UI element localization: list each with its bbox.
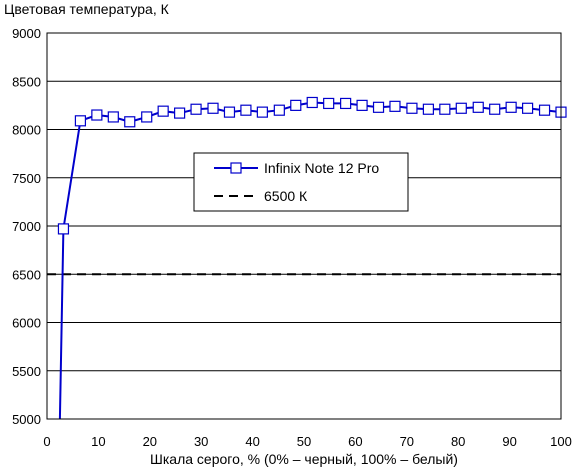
data-point-18	[340, 97, 352, 110]
data-point-19	[356, 99, 368, 111]
y-axis-title: Цветовая температура, К	[4, 1, 170, 17]
y-tick-label-5500: 5500	[12, 364, 41, 379]
data-point-17	[323, 97, 335, 110]
data-point-24	[439, 103, 451, 115]
data-point-14	[273, 104, 285, 116]
legend-marker-infinix	[230, 162, 242, 174]
x-tick-label-80: 80	[451, 434, 465, 449]
x-tick-label-70: 70	[400, 434, 414, 449]
x-tick-label-50: 50	[297, 434, 311, 449]
legend-label-6500k: 6500 К	[264, 188, 308, 204]
x-tick-label-40: 40	[245, 434, 259, 449]
data-point-20	[372, 101, 385, 113]
legend: Infinix Note 12 Pro 6500 К	[193, 152, 409, 212]
x-tick-label-10: 10	[91, 434, 105, 449]
y-tick-label-5000: 5000	[12, 412, 41, 427]
x-tick-label-20: 20	[143, 434, 157, 449]
y-tick-labels: 5000 5500 6000 6500 7000 7500 8000 8500 9000	[12, 26, 41, 427]
data-point-11	[223, 106, 236, 118]
data-point-8	[174, 107, 186, 119]
x-tick-labels: 0 10 20 30 40 50 60 70 80 90 100	[43, 434, 571, 449]
legend-box	[193, 152, 409, 212]
data-point-22	[406, 102, 418, 114]
y-tick-label-6500: 6500	[12, 267, 41, 282]
y-tick-label-7500: 7500	[12, 171, 41, 186]
data-point-16	[306, 96, 318, 109]
data-point-12	[240, 104, 252, 116]
grid-lines	[47, 80, 561, 372]
y-tick-label-7000: 7000	[12, 219, 41, 234]
plot-frame	[46, 32, 562, 420]
x-axis-title: Шкала серого, % (0% – черный, 100% – бел…	[150, 451, 458, 467]
data-point-7	[157, 105, 169, 117]
data-point-25	[455, 102, 467, 114]
main-series	[57, 96, 567, 420]
plot-border	[46, 32, 562, 420]
y-tick-label-8000: 8000	[12, 123, 41, 138]
data-point-23	[422, 103, 434, 115]
data-point-3	[91, 109, 103, 121]
data-point-9	[190, 103, 202, 115]
data-point-27	[489, 103, 501, 115]
data-point-13	[256, 106, 268, 118]
x-tick-label-30: 30	[194, 434, 208, 449]
y-tick-label-9000: 9000	[12, 26, 41, 41]
data-point-29	[521, 102, 534, 114]
data-point-26	[472, 101, 484, 113]
y-tick-label-8500: 8500	[12, 74, 41, 89]
legend-label-infinix: Infinix Note 12 Pro	[264, 160, 379, 176]
data-point-2	[74, 115, 87, 127]
data-point-4	[107, 111, 119, 123]
series-line-infinix	[58, 101, 562, 420]
data-point-5	[124, 116, 136, 128]
data-point-30	[538, 104, 551, 116]
y-tick-label-6000: 6000	[12, 316, 41, 331]
x-tick-label-100: 100	[550, 434, 572, 449]
data-point-28	[505, 101, 517, 113]
data-point-6	[141, 111, 153, 123]
data-point-1	[57, 223, 70, 235]
x-tick-label-90: 90	[502, 434, 516, 449]
x-tick-label-0: 0	[43, 434, 50, 449]
data-point-15	[290, 99, 302, 111]
data-point-21	[389, 100, 401, 112]
x-tick-label-60: 60	[348, 434, 362, 449]
data-point-10	[207, 102, 219, 114]
